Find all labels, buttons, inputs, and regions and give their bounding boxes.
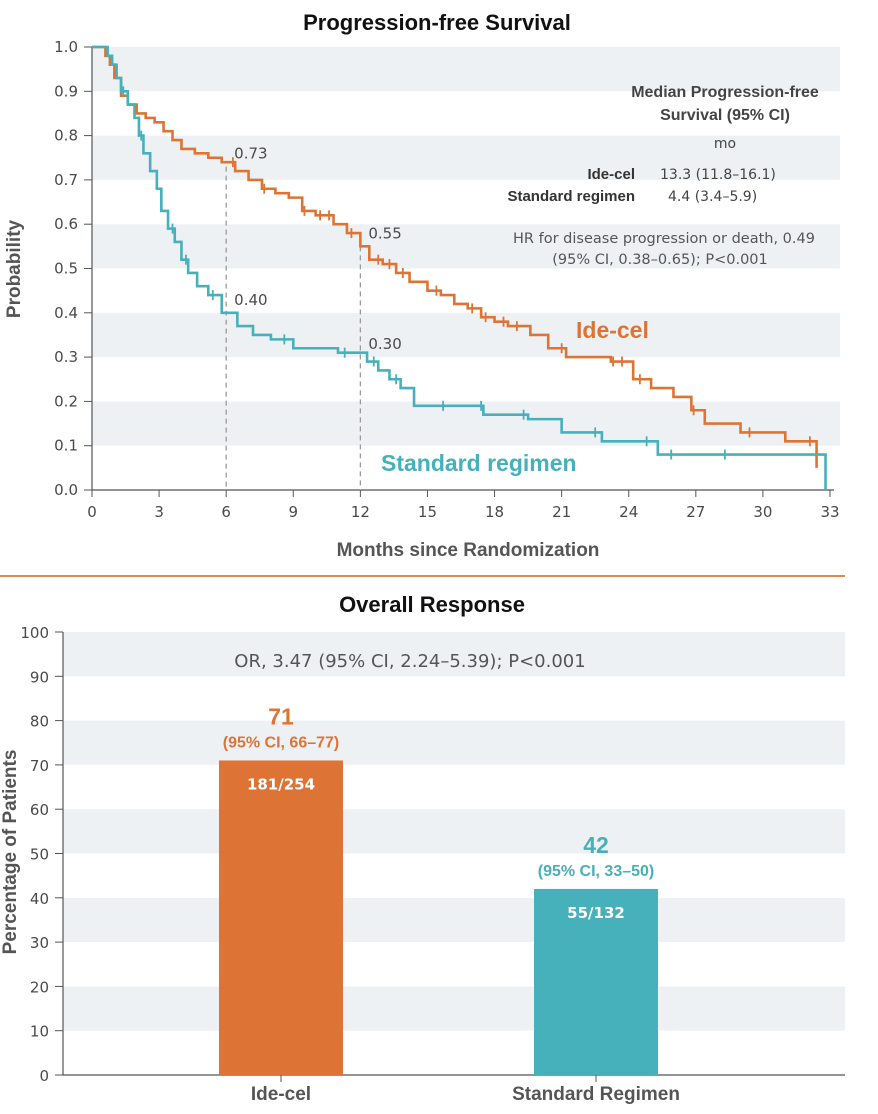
response-y-tick-label: 40 <box>30 890 49 908</box>
pfs-x-tick-label: 21 <box>552 503 571 521</box>
response-band <box>63 720 845 765</box>
ide-cel-bar-count: 181/254 <box>247 775 315 793</box>
pfs-grid-bands <box>92 47 840 490</box>
pfs-reference-lines <box>225 166 362 490</box>
pfs-band <box>92 47 840 92</box>
pfs-band <box>92 91 840 136</box>
median-legend-standard-name: Standard regimen <box>507 188 635 205</box>
pfs-x-tick-label: 0 <box>87 503 97 521</box>
ide-cel-bar <box>219 760 343 1075</box>
pfs-y-tick-label: 1.0 <box>54 38 78 56</box>
hazard-ratio-line1: HR for disease progression or death, 0.4… <box>513 231 815 247</box>
pfs-x-tick-label: 12 <box>351 503 370 521</box>
median-legend-ide-cel-value: 13.3 (11.8–16.1) <box>660 167 776 183</box>
response-band <box>63 986 845 1031</box>
response-y-tick-label: 70 <box>30 757 49 775</box>
pfs-annotation-label: 0.40 <box>234 291 267 309</box>
pfs-median-legend: Median Progression-free Survival (95% CI… <box>507 84 818 268</box>
response-band <box>63 897 845 943</box>
pfs-y-tick-label: 0.7 <box>54 171 78 189</box>
standard-regimen-category-label: Standard Regimen <box>512 1084 680 1105</box>
pfs-x-tick-label: 30 <box>753 503 772 521</box>
response-band <box>63 764 845 810</box>
response-band <box>63 853 845 898</box>
pfs-band <box>92 445 840 490</box>
pfs-y-tick-label: 0.8 <box>54 127 78 145</box>
standard-regimen-bar-count: 55/132 <box>567 904 625 922</box>
median-legend-standard-value: 4.4 (3.4–5.9) <box>668 189 757 205</box>
pfs-y-tick-label: 0.5 <box>54 260 78 278</box>
pfs-y-tick-label: 0.1 <box>54 437 78 455</box>
pfs-y-axis-label: Probability <box>4 219 25 318</box>
pfs-y-ticks: 0.0 0.1 0.2 0.3 0.4 0.5 0.6 0.7 0.8 0.9 1.0 <box>54 38 92 499</box>
pfs-x-tick-label: 24 <box>619 503 638 521</box>
pfs-x-tick-label: 15 <box>418 503 437 521</box>
response-y-tick-label: 0 <box>39 1067 49 1085</box>
response-band <box>63 676 845 721</box>
pfs-chart: Progression-free Survival 0.00.10.20.30.… <box>4 10 840 561</box>
median-legend-ide-cel-name: Ide-cel <box>587 166 635 183</box>
pfs-x-tick-label: 9 <box>288 503 298 521</box>
hazard-ratio-line2: (95% CI, 0.38–0.65); P<0.001 <box>552 252 768 268</box>
ide-cel-curve <box>92 45 818 468</box>
response-grid-bands <box>63 632 845 1075</box>
pfs-y-tick-label: 0.0 <box>54 481 78 499</box>
response-bars: 71 (95% CI, 66–77) 181/254 Ide-cel 42 (95% CI… <box>219 703 680 1105</box>
pfs-x-axis-label: Months since Randomization <box>337 540 600 561</box>
pfs-annotation-label: 0.55 <box>368 224 401 242</box>
response-y-tick-label: 60 <box>30 801 49 819</box>
pfs-band <box>92 312 840 358</box>
standard-regimen-bar-ci: (95% CI, 33–50) <box>538 863 655 880</box>
pfs-x-tick-label: 27 <box>686 503 705 521</box>
response-y-tick-label: 30 <box>30 934 49 952</box>
response-band <box>63 809 845 854</box>
median-legend-title-line2: Survival (95% CI) <box>660 107 790 124</box>
response-chart: Overall Response 0102030405060708090100 … <box>0 592 845 1105</box>
standard-regimen-bar <box>534 888 658 1075</box>
pfs-band <box>92 268 840 313</box>
pfs-y-tick-label: 0.6 <box>54 215 78 233</box>
response-title: Overall Response <box>339 592 525 617</box>
median-legend-title-line1: Median Progression-free <box>631 84 819 101</box>
ide-cel-bar-value: 71 <box>268 703 294 729</box>
response-y-tick-label: 90 <box>30 668 49 686</box>
pfs-annotation-label: 0.73 <box>234 145 267 163</box>
pfs-band <box>92 179 840 225</box>
pfs-y-tick-label: 0.2 <box>54 392 78 410</box>
pfs-x-tick-label: 3 <box>154 503 164 521</box>
pfs-y-tick-label: 0.9 <box>54 82 78 100</box>
ide-cel-category-label: Ide-cel <box>251 1084 311 1105</box>
pfs-y-tick-label: 0.3 <box>54 348 78 366</box>
series-label-ide-cel: Ide-cel <box>576 317 649 343</box>
response-y-tick-label: 20 <box>30 978 49 996</box>
series-label-standard-regimen: Standard regimen <box>381 450 577 476</box>
response-band <box>63 1030 845 1075</box>
pfs-x-tick-label: 33 <box>820 503 839 521</box>
response-y-tick-label: 10 <box>30 1023 49 1041</box>
pfs-x-tick-label: 18 <box>485 503 504 521</box>
response-y-axis-label: Percentage of Patients <box>0 750 21 955</box>
pfs-band <box>92 224 840 269</box>
response-y-ticks: 0 10 20 30 40 50 60 70 80 90 100 <box>20 624 63 1085</box>
standard-regimen-curve <box>92 45 827 490</box>
response-band <box>63 942 845 987</box>
response-y-tick-label: 100 <box>20 624 49 642</box>
response-band <box>63 632 845 677</box>
pfs-title: Progression-free Survival <box>303 10 571 35</box>
median-legend-unit: mo <box>714 136 736 152</box>
response-y-tick-label: 50 <box>30 846 49 864</box>
pfs-x-ticks: 0 3 6 9 12 15 18 21 24 27 30 33 <box>87 490 840 521</box>
odds-ratio-text: OR, 3.47 (95% CI, 2.24–5.39); P<0.001 <box>234 651 585 672</box>
pfs-y-tick-label: 0.4 <box>54 304 78 322</box>
standard-regimen-bar-value: 42 <box>583 832 609 858</box>
pfs-x-tick-label: 6 <box>221 503 231 521</box>
pfs-annotation-label: 0.30 <box>368 335 401 353</box>
pfs-annotations: 0.73 0.55 0.40 0.30 <box>234 145 402 353</box>
ide-cel-bar-ci: (95% CI, 66–77) <box>223 734 340 751</box>
pfs-curves <box>92 45 827 490</box>
response-y-tick-label: 80 <box>30 713 49 731</box>
pfs-band <box>92 357 840 402</box>
